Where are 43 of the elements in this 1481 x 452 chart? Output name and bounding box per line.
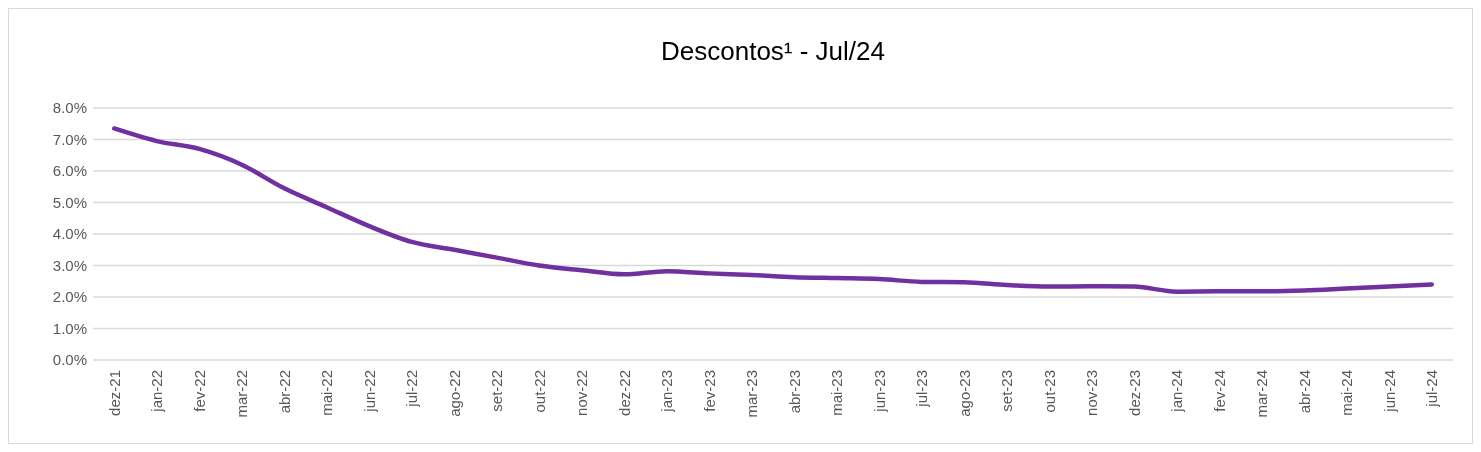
x-tick-label: jan-23 xyxy=(658,370,675,413)
x-tick-label: ago-22 xyxy=(445,370,463,417)
x-tick-label: jul-22 xyxy=(403,370,420,408)
x-tick-label: fev-22 xyxy=(190,370,208,412)
x-tick-label: nov-22 xyxy=(573,370,590,416)
x-tick-label: out-23 xyxy=(1040,370,1058,413)
y-tick-label: 8.0% xyxy=(52,99,87,117)
x-tick-label: mar-22 xyxy=(233,370,250,418)
x-tick-label: abr-23 xyxy=(785,370,803,414)
x-tick-label: ago-23 xyxy=(955,370,973,417)
x-tick-label: dez-21 xyxy=(105,370,123,416)
y-tick-label: 2.0% xyxy=(52,288,87,306)
x-tick-label: fev-24 xyxy=(1210,370,1228,412)
x-tick-label: jun-24 xyxy=(1380,370,1398,413)
x-tick-label: fev-23 xyxy=(700,370,718,412)
x-tick-label: dez-23 xyxy=(1125,370,1143,416)
chart-title: Descontos¹ - Jul/24 xyxy=(661,36,885,66)
y-tick-label: 6.0% xyxy=(52,162,87,180)
x-tick-label: out-22 xyxy=(530,370,548,413)
y-tick-label: 1.0% xyxy=(52,319,87,337)
y-tick-label: 4.0% xyxy=(52,225,87,243)
x-tick-label: jan-22 xyxy=(148,370,165,413)
x-tick-label: set-23 xyxy=(998,370,1015,412)
x-tick-label: mai-24 xyxy=(1338,370,1355,416)
x-tick-label: set-22 xyxy=(488,370,505,412)
x-tick-label: abr-24 xyxy=(1295,370,1313,414)
x-tick-label: mar-23 xyxy=(743,370,760,418)
x-tick-label: dez-22 xyxy=(615,370,633,416)
x-tick-label: jun-22 xyxy=(360,370,378,413)
x-tick-label: jul-24 xyxy=(1423,370,1440,408)
line-series xyxy=(112,126,1434,294)
x-tick-label: jul-23 xyxy=(913,370,930,408)
y-tick-label: 3.0% xyxy=(52,256,87,274)
x-tick-label: nov-23 xyxy=(1083,370,1100,416)
x-tick-label: mai-23 xyxy=(828,370,845,416)
y-tick-label: 5.0% xyxy=(52,193,87,211)
x-tick-label: abr-22 xyxy=(275,370,293,414)
y-tick-label: 7.0% xyxy=(52,130,87,148)
x-tick-label: mar-24 xyxy=(1253,370,1270,418)
x-tick-label: mai-22 xyxy=(318,370,335,416)
y-tick-label: 0.0% xyxy=(52,351,87,369)
x-tick-label: jun-23 xyxy=(870,370,888,413)
x-tick-label: jan-24 xyxy=(1168,370,1185,413)
